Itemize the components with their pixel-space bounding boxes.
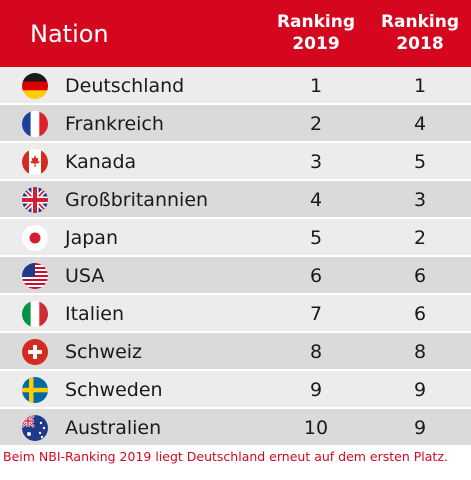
rank-2019: 7	[309, 303, 323, 325]
rank-2018: 1	[413, 75, 427, 97]
rank-2019: 3	[309, 151, 323, 173]
rank-2019: 1	[309, 75, 323, 97]
usa-flag-icon	[22, 263, 48, 289]
table-row: Australien 10 9	[0, 409, 471, 446]
italy-flag-icon	[22, 301, 48, 327]
caption: Beim NBI-Ranking 2019 liegt Deutschland …	[3, 449, 448, 464]
country-name: Japan	[65, 227, 118, 249]
table-row: Frankreich 2 4	[0, 105, 471, 142]
table-row: Großbritannien 4 3	[0, 181, 471, 218]
table-header: Nation Ranking 2019 Ranking 2018	[0, 0, 471, 67]
rank-2018: 9	[413, 417, 427, 439]
rank-2018: 9	[413, 379, 427, 401]
rank-2019: 2	[309, 113, 323, 135]
rank-2019: 4	[309, 189, 323, 211]
canada-flag-icon	[22, 149, 48, 175]
header-ranking-2019: Ranking 2019	[276, 11, 356, 55]
rank-2018: 6	[413, 265, 427, 287]
table-row: Schweden 9 9	[0, 371, 471, 408]
table-row: USA 6 6	[0, 257, 471, 294]
country-name: Schweden	[65, 379, 163, 401]
header-ranking-2018-year: 2018	[396, 34, 444, 54]
sweden-flag-icon	[22, 377, 48, 403]
country-name: Italien	[65, 303, 124, 325]
table-row: Japan 5 2	[0, 219, 471, 256]
rank-2019: 10	[303, 417, 329, 439]
rank-2019: 8	[309, 341, 323, 363]
table-row: Kanada 3 5	[0, 143, 471, 180]
table-row: Schweiz 8 8	[0, 333, 471, 370]
france-flag-icon	[22, 111, 48, 137]
rank-2018: 4	[413, 113, 427, 135]
country-name: Schweiz	[65, 341, 143, 363]
rank-2018: 8	[413, 341, 427, 363]
header-nation: Nation	[30, 20, 109, 48]
rank-2019: 9	[309, 379, 323, 401]
header-ranking-2019-label: Ranking	[276, 12, 356, 32]
japan-flag-icon	[22, 225, 48, 251]
australia-flag-icon	[22, 415, 48, 441]
rank-2019: 5	[309, 227, 323, 249]
country-name: Großbritannien	[65, 189, 209, 211]
header-ranking-2019-year: 2019	[292, 34, 340, 54]
table-row: Deutschland 1 1	[0, 67, 471, 104]
country-name: Kanada	[65, 151, 137, 173]
germany-flag-icon	[22, 73, 48, 99]
rank-2018: 3	[413, 189, 427, 211]
country-name: Australien	[65, 417, 162, 439]
rank-2019: 6	[309, 265, 323, 287]
rank-2018: 2	[413, 227, 427, 249]
switzerland-flag-icon	[22, 339, 48, 365]
header-ranking-2018: Ranking 2018	[380, 11, 460, 55]
table-row: Italien 7 6	[0, 295, 471, 332]
country-name: Frankreich	[65, 113, 164, 135]
header-ranking-2018-label: Ranking	[380, 12, 460, 32]
country-name: Deutschland	[65, 75, 185, 97]
uk-flag-icon	[22, 187, 48, 213]
rank-2018: 6	[413, 303, 427, 325]
rank-2018: 5	[413, 151, 427, 173]
country-name: USA	[65, 265, 105, 287]
